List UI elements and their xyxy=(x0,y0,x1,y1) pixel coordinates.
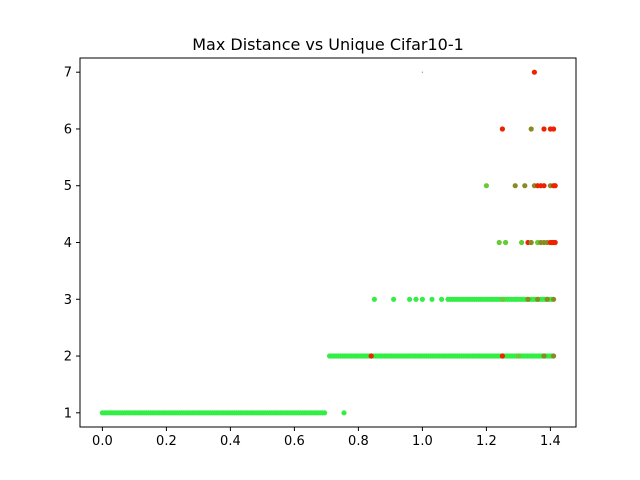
x-tick-label: 0.2 xyxy=(156,434,177,449)
scatter-point xyxy=(429,296,435,302)
x-tick-label: 1.2 xyxy=(476,434,497,449)
scatter-point xyxy=(439,296,445,302)
scatter-point xyxy=(503,239,509,246)
x-tick-label: 1.4 xyxy=(540,434,561,449)
scatter-point xyxy=(525,296,531,302)
scatter-point xyxy=(522,183,528,189)
scatter-point xyxy=(322,410,328,416)
x-tick-label: 1.0 xyxy=(412,434,433,449)
scatter-point xyxy=(407,296,413,302)
point-run-y2 xyxy=(327,353,555,359)
y-tick-label: 4 xyxy=(64,236,72,251)
x-tick-label: 0.0 xyxy=(92,434,113,449)
x-tick-label: 0.8 xyxy=(348,434,369,449)
y-tick-label: 6 xyxy=(64,122,72,137)
scatter-point xyxy=(519,239,525,246)
x-tick-label: 0.6 xyxy=(284,434,305,449)
chart-title: Max Distance vs Unique Cifar10-1 xyxy=(192,35,464,54)
scatter-point xyxy=(544,296,550,302)
scatter-point xyxy=(515,353,522,359)
scatter-point xyxy=(541,126,547,132)
y-tick-label: 7 xyxy=(64,66,72,81)
scatter-point xyxy=(535,296,541,302)
scatter-point xyxy=(551,296,557,302)
scatter-point xyxy=(531,69,538,75)
y-tick-label: 5 xyxy=(64,179,72,194)
axes-layer: 0.0 0.2 0.4 0.6 0.8 1.0 1.2 1.4 1 2 3 4 5 6 7 xyxy=(64,57,577,449)
scatter-point xyxy=(499,353,505,359)
y-tick-label: 3 xyxy=(64,293,72,308)
scatter-point xyxy=(552,239,558,246)
scatter-point xyxy=(368,353,374,359)
scatter-point xyxy=(496,239,502,246)
scatter-point xyxy=(341,410,347,416)
scatter-point xyxy=(421,71,423,73)
y-tick-label: 2 xyxy=(64,350,72,365)
scatter-point xyxy=(541,353,547,359)
scatter-point xyxy=(551,126,557,132)
scatter-point xyxy=(499,126,505,132)
scatter-point xyxy=(391,296,397,302)
point-run-y1 xyxy=(99,410,328,416)
scatter-point xyxy=(528,239,534,246)
scatter-point xyxy=(499,296,505,302)
scatter-point xyxy=(541,183,547,189)
scatter-point xyxy=(483,183,489,189)
scatter-point xyxy=(413,296,419,302)
scatter-point xyxy=(551,353,557,359)
scatter-point xyxy=(419,296,425,302)
scatter-point xyxy=(512,183,518,189)
y-tick-label: 1 xyxy=(64,406,72,421)
scatter-point xyxy=(552,183,558,189)
points-layer xyxy=(99,69,558,416)
x-tick-label: 0.4 xyxy=(220,434,241,449)
scatter-point xyxy=(528,126,534,132)
scatter-point xyxy=(371,296,377,302)
